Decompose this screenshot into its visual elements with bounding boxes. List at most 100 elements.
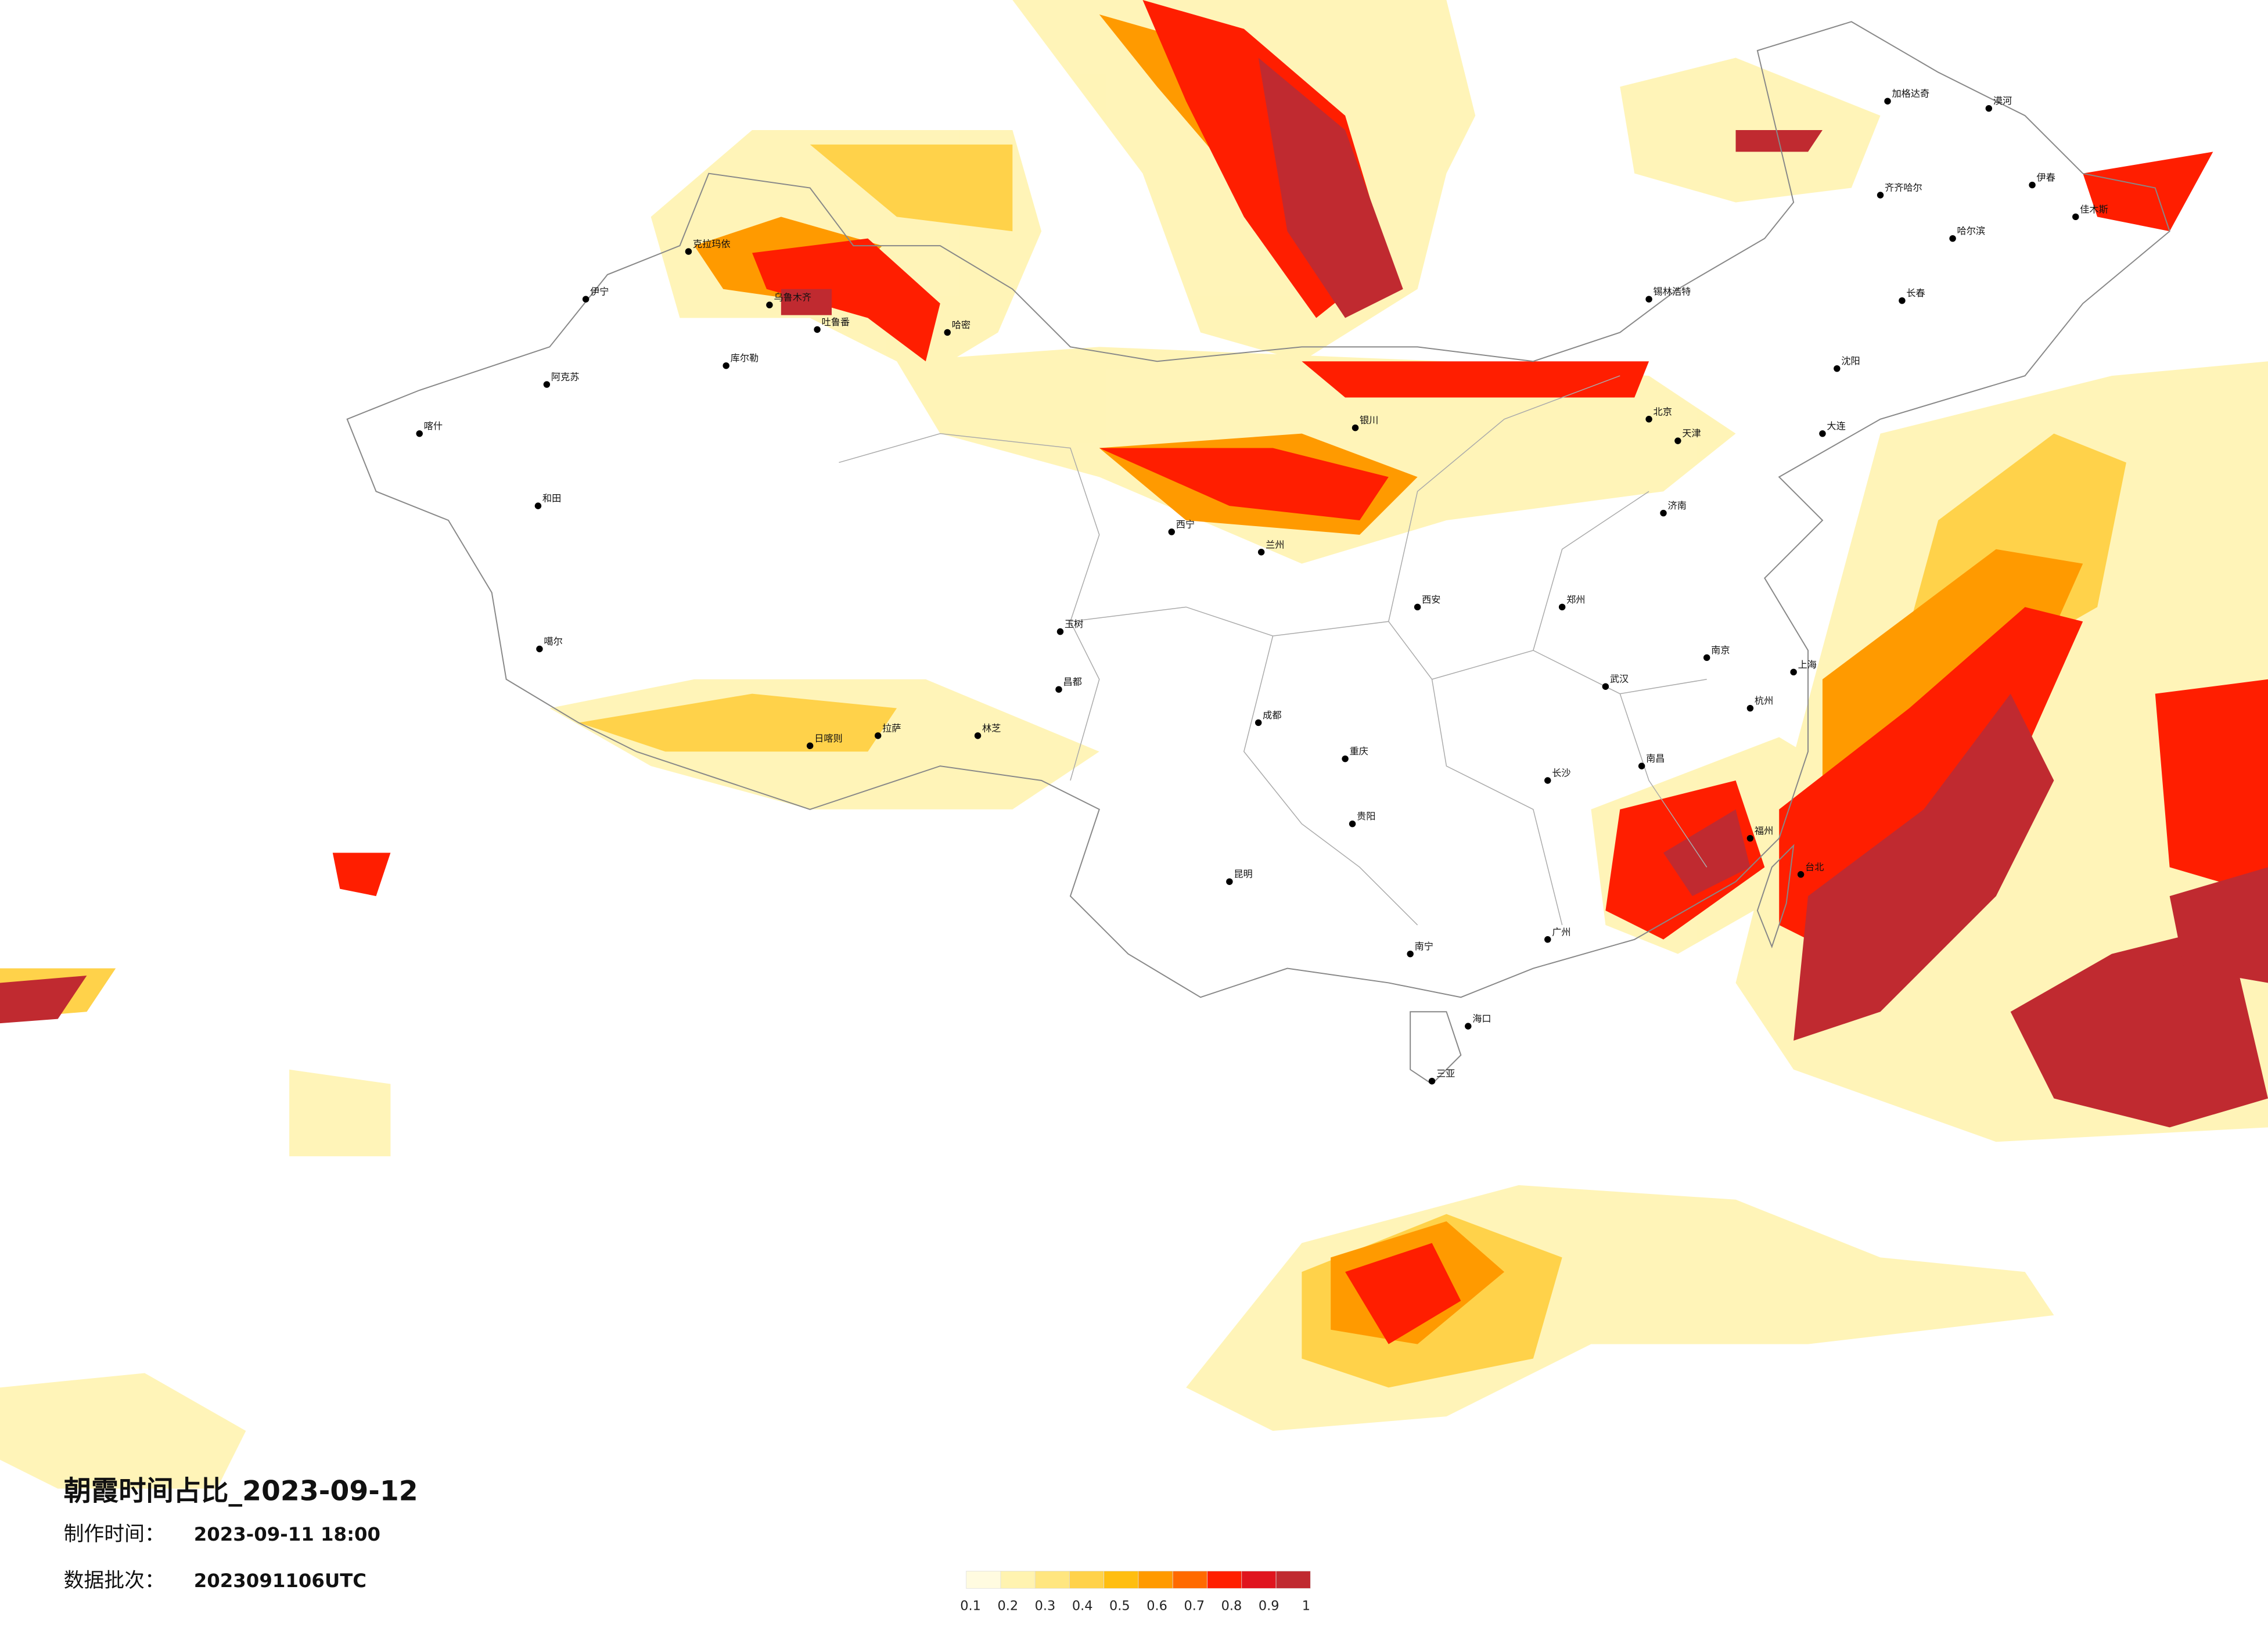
legend-tick-label: 0.3: [1035, 1599, 1056, 1614]
city-dot: [1342, 755, 1349, 762]
batch: 2023091106UTC: [194, 1570, 366, 1592]
city-dot: [814, 326, 821, 333]
city-label: 噶尔: [544, 636, 562, 647]
legend-swatch: [1069, 1571, 1105, 1589]
city-label: 兰州: [1266, 539, 1284, 550]
province-lines: [839, 375, 1708, 926]
city-label: 成都: [1263, 710, 1281, 721]
city-label: 佳木斯: [2080, 204, 2108, 215]
city-dot: [1884, 98, 1891, 105]
city-label: 长沙: [1552, 768, 1570, 779]
city-dot: [1428, 1077, 1436, 1085]
city-label: 沈阳: [1841, 355, 1860, 366]
city-dot: [1558, 603, 1566, 611]
city-dot: [723, 362, 729, 369]
legend-swatch: [1138, 1571, 1173, 1589]
city-label: 林芝: [982, 722, 1001, 733]
city-label: 南宁: [1415, 941, 1433, 952]
legend-swatch: [1104, 1571, 1139, 1589]
city-label: 玉树: [1065, 618, 1083, 629]
city-label: 三亚: [1436, 1068, 1455, 1079]
city-label: 哈密: [952, 319, 971, 330]
city-dot: [1352, 424, 1359, 431]
city-dot: [536, 645, 543, 653]
city-label: 齐齐哈尔: [1885, 182, 1922, 193]
city-dot: [1790, 668, 1797, 676]
city-label: 伊宁: [590, 286, 609, 297]
city-dot: [944, 329, 951, 336]
legend-tick-label: 1: [1302, 1599, 1310, 1614]
city-dot: [582, 296, 590, 303]
city-dot: [1544, 777, 1551, 784]
legend-swatch: [1034, 1571, 1070, 1589]
city-dot: [1645, 416, 1652, 423]
city-label: 郑州: [1566, 594, 1585, 605]
legend-tick-label: 0.1: [960, 1599, 981, 1614]
city-dot: [1257, 549, 1265, 556]
city-dot: [1819, 430, 1826, 437]
country-outline: [346, 21, 2170, 998]
map-title: 朝霞时间占比_2023-09-12: [64, 1475, 418, 1507]
city-label: 广州: [1552, 926, 1570, 937]
city-dot: [543, 381, 551, 388]
legend: 0.1 0.2 0.3 0.4 0.5 0.6 0.7 0.8 0.9 1: [960, 1571, 1311, 1614]
info-block: 朝霞时间占比_2023-09-12 制作时间： 2023-09-11 18:00…: [64, 1475, 418, 1592]
city-label: 乌鲁木齐: [774, 292, 811, 303]
city-label: 日喀则: [814, 733, 843, 744]
city-dot: [1544, 936, 1551, 943]
legend-swatch: [1207, 1571, 1242, 1589]
city-label: 重庆: [1350, 746, 1368, 757]
legend-tick-label: 0.5: [1109, 1599, 1130, 1614]
city-label: 西宁: [1176, 519, 1195, 530]
city-label: 杭州: [1755, 695, 1773, 706]
made-time: 2023-09-11 18:00: [194, 1523, 380, 1545]
legend-swatch: [966, 1571, 1001, 1589]
city-label: 长春: [1906, 287, 1925, 298]
city-label: 阿克苏: [551, 372, 580, 383]
city-dot: [874, 732, 882, 739]
city-dot: [1349, 820, 1356, 828]
city-label: 伊春: [2037, 172, 2055, 183]
city-label: 武汉: [1610, 674, 1629, 685]
city-label: 南昌: [1646, 753, 1665, 764]
city-label: 克拉玛依: [693, 239, 731, 250]
city-dot: [1055, 686, 1062, 693]
city-dot: [766, 301, 773, 308]
city-dot: [1168, 528, 1175, 535]
legend-swatch: [1172, 1571, 1207, 1589]
legend-swatch: [1275, 1571, 1311, 1589]
legend-swatch: [1241, 1571, 1277, 1589]
city-label: 哈尔滨: [1957, 225, 1986, 236]
city-dot: [1797, 871, 1805, 878]
city-dot: [1949, 235, 1956, 242]
city-dot: [1602, 683, 1609, 690]
taiwan: [1756, 844, 1795, 949]
city-dot: [1645, 296, 1652, 303]
legend-tick-label: 0.8: [1221, 1599, 1242, 1614]
legend-swatch: [1000, 1571, 1036, 1589]
city-dot: [1985, 105, 1993, 112]
city-dot: [1834, 365, 1841, 372]
city-dot: [685, 248, 692, 255]
city-label: 台北: [1805, 861, 1824, 872]
city-label: 北京: [1654, 406, 1672, 417]
city-label: 福州: [1755, 825, 1773, 836]
city-label: 昆明: [1234, 869, 1252, 880]
city-dot: [974, 732, 982, 739]
boundaries: [346, 21, 2170, 1085]
city-label: 吐鲁番: [822, 316, 850, 328]
city-label: 拉萨: [882, 722, 901, 733]
city-dot: [1899, 297, 1906, 304]
cloud-field: [0, 0, 2268, 1489]
city-label: 济南: [1667, 500, 1686, 511]
city-label: 漠河: [1993, 95, 2012, 106]
city-label: 海口: [1472, 1013, 1491, 1024]
batch-label: 数据批次：: [64, 1569, 165, 1592]
city-label: 喀什: [424, 420, 443, 431]
city-label: 南京: [1711, 645, 1730, 656]
legend-tick-label: 0.7: [1184, 1599, 1205, 1614]
city-label: 和田: [542, 493, 561, 504]
city-label: 加格达奇: [1892, 88, 1929, 99]
